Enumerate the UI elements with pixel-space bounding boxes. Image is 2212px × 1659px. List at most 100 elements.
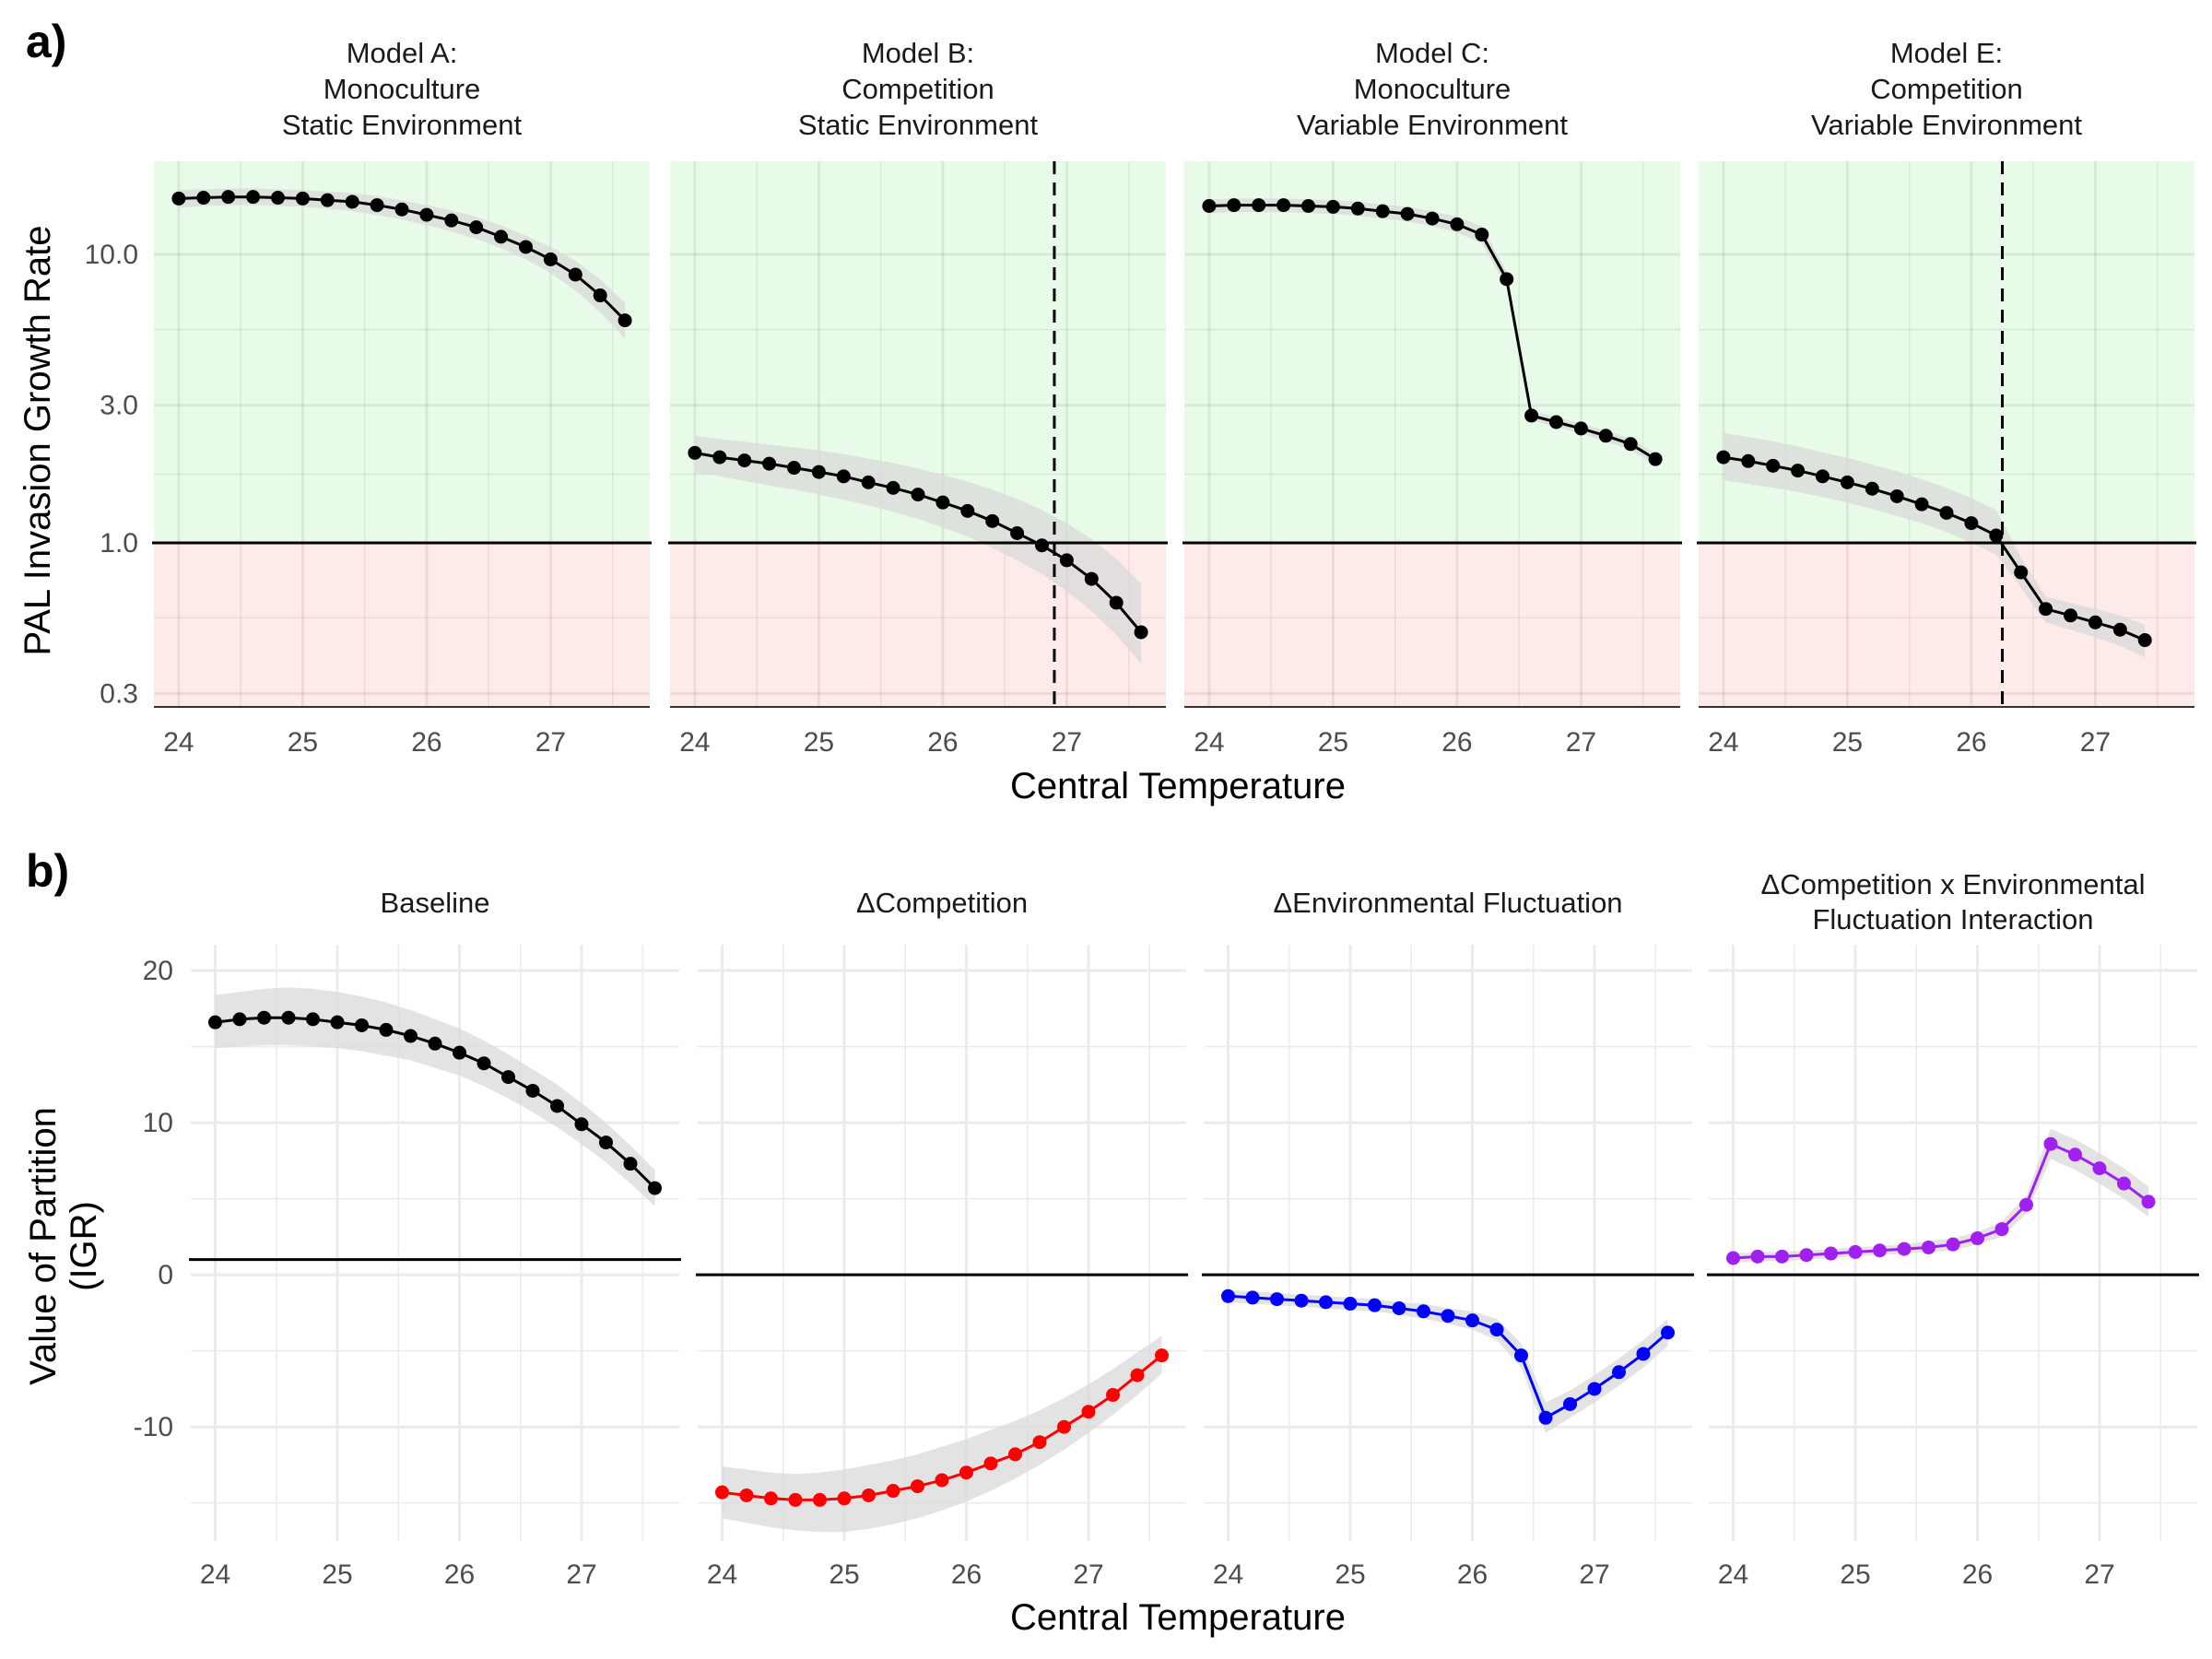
data-point (2064, 608, 2077, 623)
confidence-ribbon (722, 1335, 1162, 1533)
data-point (1134, 625, 1148, 640)
x-tick-label: 25 (1318, 727, 1348, 758)
data-point (1301, 198, 1315, 213)
panel-a-y-axis-title: PAL Invasion Growth Rate (18, 226, 58, 656)
facet-title: Variable Environment (1811, 109, 2082, 141)
facet-title: Static Environment (282, 109, 523, 141)
negative-region (1184, 542, 1680, 707)
data-point (1914, 497, 1929, 512)
data-point (1008, 1447, 1022, 1462)
data-point (1563, 1396, 1577, 1411)
data-point (1084, 571, 1099, 586)
data-point (1130, 1368, 1145, 1382)
data-point (1294, 1293, 1309, 1308)
y-tick-label: 1.0 (100, 528, 138, 559)
data-point (1245, 1290, 1260, 1305)
confidence-ribbon (178, 188, 626, 339)
facet-title: Monoculture (324, 73, 481, 105)
data-point (1661, 1325, 1675, 1340)
data-point (1848, 1244, 1863, 1259)
data-point (1824, 1246, 1838, 1261)
data-point (1400, 206, 1415, 221)
x-tick-label: 26 (1962, 1559, 1993, 1590)
data-point (2141, 1194, 2156, 1209)
x-tick-label: 24 (200, 1559, 230, 1590)
panel-b-tag: b) (26, 845, 69, 897)
data-point (370, 198, 384, 213)
panel-a-plots: 0.3 1.0 3.0 10.0 24 25 26 27 Model A: Monoculture… (85, 37, 2196, 758)
data-point (1475, 228, 1489, 242)
data-point (1350, 201, 1365, 216)
data-point (1726, 1251, 1740, 1265)
facet-a-2: 24 25 26 27 Model B: Competition Static Enviro… (668, 37, 1168, 758)
data-point (232, 1012, 247, 1027)
data-point (593, 288, 607, 303)
data-point (1791, 464, 1806, 478)
data-point (911, 1479, 924, 1494)
data-point (525, 1083, 540, 1098)
facet-title: Competition (1870, 73, 2022, 105)
data-point (1450, 217, 1465, 231)
data-point (1035, 538, 1049, 553)
facet-a-3: 24 25 26 27 Model C: Monoculture Variable Envi… (1182, 37, 1682, 758)
facet-b-1: 24 25 26 27 Baseline (189, 887, 681, 1590)
data-point (1946, 1237, 1960, 1252)
data-point (762, 456, 777, 471)
data-point (1465, 1313, 1479, 1328)
data-point (306, 1012, 320, 1027)
x-tick-label: 27 (1566, 727, 1596, 758)
x-tick-label: 25 (829, 1559, 859, 1590)
data-point (295, 191, 310, 206)
data-point (1032, 1435, 1047, 1450)
data-point (715, 1485, 729, 1500)
data-point (1417, 1304, 1430, 1319)
data-point (1741, 453, 1756, 468)
data-point (2092, 1161, 2107, 1176)
data-point (1392, 1300, 1406, 1315)
data-point (574, 1117, 589, 1132)
facet-title: Model B: (862, 37, 974, 69)
facet-title: Model E: (1890, 37, 2003, 69)
facet-a-1: 24 25 26 27 Model A: Monoculture Static Enviro… (152, 37, 652, 758)
x-tick-label: 25 (288, 727, 318, 758)
x-tick-label: 27 (535, 727, 566, 758)
data-point (862, 1488, 876, 1502)
data-point (1368, 1298, 1382, 1312)
data-point (1750, 1249, 1765, 1264)
data-point (836, 469, 851, 484)
x-tick-label: 24 (1708, 727, 1738, 758)
x-tick-label: 24 (1194, 727, 1224, 758)
data-point (1865, 481, 1879, 496)
data-point (623, 1157, 638, 1171)
x-tick-label: 27 (1073, 1559, 1103, 1590)
facet-title: Fluctuation Interaction (1812, 903, 2093, 935)
x-tick-label: 24 (163, 727, 194, 758)
data-point (1994, 1222, 2009, 1237)
data-point (1489, 1323, 1504, 1337)
y-tick-label: 0.3 (100, 679, 138, 710)
data-point (959, 1465, 973, 1480)
data-point (983, 1456, 998, 1471)
x-tick-label: 25 (1832, 727, 1863, 758)
data-point (330, 1015, 345, 1030)
data-point (837, 1491, 852, 1506)
data-point (1106, 1388, 1120, 1403)
data-point (469, 220, 484, 235)
data-point (813, 1492, 827, 1507)
x-tick-label: 24 (1718, 1559, 1748, 1590)
data-point (501, 1070, 515, 1085)
y-tick-label: 10 (143, 1108, 173, 1138)
data-point (477, 1056, 491, 1071)
data-point (2137, 633, 2152, 648)
data-point (1816, 469, 1830, 484)
facet-title: Model A: (347, 37, 458, 69)
data-point (935, 495, 950, 510)
data-point (1059, 553, 1074, 568)
facet-title: Competition (841, 73, 994, 105)
data-point (787, 461, 801, 476)
confidence-ribbon (215, 987, 655, 1206)
data-point (404, 1029, 418, 1043)
data-point (1766, 458, 1781, 473)
data-point (196, 191, 211, 206)
data-point (171, 191, 186, 206)
